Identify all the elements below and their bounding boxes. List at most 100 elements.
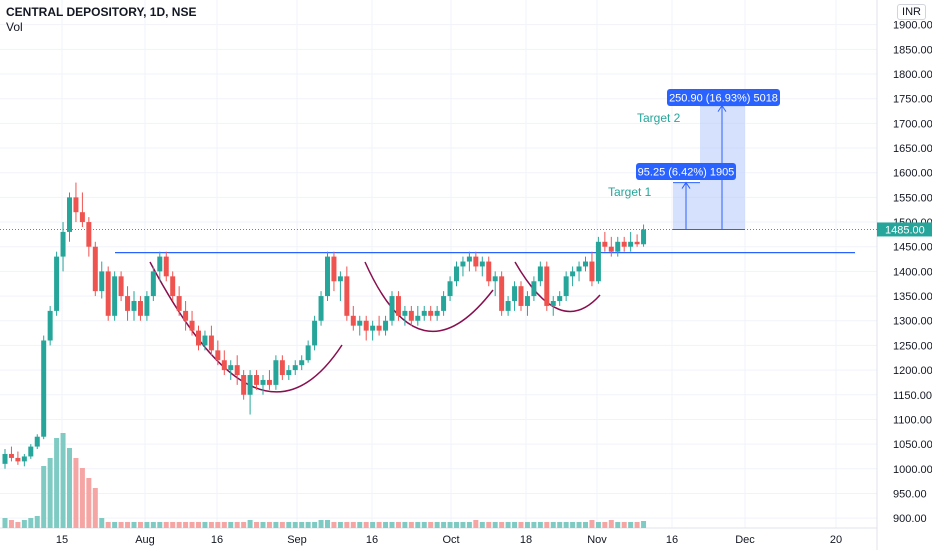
volume-bar bbox=[273, 522, 279, 528]
volume-bar bbox=[634, 522, 640, 528]
candle-body bbox=[60, 231, 66, 257]
candle-body bbox=[67, 197, 72, 232]
volume-bar bbox=[395, 522, 401, 528]
volume-bar bbox=[615, 522, 621, 528]
volume-bar bbox=[524, 522, 530, 528]
candle-body bbox=[383, 320, 389, 331]
volume-bar bbox=[86, 478, 92, 528]
candle-body bbox=[608, 246, 614, 252]
volume-bar bbox=[137, 522, 143, 528]
volume-bar bbox=[99, 518, 105, 528]
candle-body bbox=[434, 310, 440, 316]
candle-body bbox=[221, 360, 227, 371]
candle-body bbox=[641, 229, 647, 245]
volume-bar bbox=[563, 522, 569, 528]
volume-bar bbox=[54, 438, 60, 528]
volume-bar bbox=[492, 522, 498, 528]
candle-body bbox=[537, 266, 543, 282]
candle-body bbox=[260, 379, 266, 385]
candle-body bbox=[163, 256, 169, 277]
candle-body bbox=[466, 256, 472, 262]
target-label: Target 1 bbox=[608, 185, 652, 199]
volume-bar bbox=[621, 522, 627, 528]
candle-body bbox=[318, 296, 324, 321]
candle-body bbox=[576, 266, 582, 272]
candle-body bbox=[247, 375, 253, 395]
volume-bar bbox=[576, 522, 582, 528]
candle-body bbox=[254, 375, 260, 385]
volume-bar bbox=[260, 522, 266, 528]
price-tick-label: 1650.00 bbox=[893, 143, 932, 155]
candle-body bbox=[21, 456, 27, 462]
volume-bar bbox=[60, 433, 66, 528]
volume-bar bbox=[41, 466, 47, 528]
candle-body bbox=[570, 271, 576, 277]
candle-body bbox=[479, 261, 485, 267]
candle-body bbox=[299, 360, 305, 366]
price-tick-label: 900.00 bbox=[893, 513, 927, 525]
volume-bar bbox=[241, 522, 247, 528]
volume-bar bbox=[118, 522, 124, 528]
volume-bar bbox=[628, 522, 634, 528]
price-tick-label: 1100.00 bbox=[893, 414, 932, 426]
volume-bar bbox=[389, 522, 395, 528]
time-tick-label: 20 bbox=[830, 534, 842, 546]
volume-bar bbox=[550, 522, 556, 528]
candle-body bbox=[531, 281, 537, 297]
volume-bar bbox=[157, 522, 163, 528]
candle-body bbox=[357, 320, 363, 326]
price-tick-label: 1250.00 bbox=[893, 340, 932, 352]
volume-bar bbox=[215, 522, 221, 528]
candle-body bbox=[363, 320, 369, 331]
volume-bar bbox=[454, 522, 459, 528]
candle-body bbox=[583, 261, 588, 267]
time-tick-label: 16 bbox=[211, 534, 223, 546]
candle-body bbox=[28, 446, 34, 457]
volume-bar bbox=[299, 522, 305, 528]
volume-bar bbox=[473, 520, 479, 528]
candle-body bbox=[196, 330, 201, 346]
price-tick-label: 950.00 bbox=[893, 488, 927, 500]
last-price-label: 1485.00 bbox=[885, 224, 925, 236]
cup-pattern-curve bbox=[514, 261, 601, 313]
price-tick-label: 1050.00 bbox=[893, 439, 932, 451]
price-tick-label: 1850.00 bbox=[893, 44, 932, 56]
volume-bar bbox=[131, 522, 137, 528]
volume-bar bbox=[370, 522, 376, 528]
cup-pattern-curve bbox=[364, 261, 494, 332]
volume-bar bbox=[79, 468, 85, 528]
candle-body bbox=[589, 261, 595, 282]
target-change-badge bbox=[667, 89, 780, 106]
candle-body bbox=[2, 453, 8, 464]
volume-bar bbox=[589, 520, 595, 528]
candle-body bbox=[505, 301, 511, 311]
volume-bar bbox=[383, 522, 389, 528]
candle-body bbox=[157, 256, 163, 272]
volume-bar bbox=[499, 522, 505, 528]
volume-bar bbox=[254, 522, 260, 528]
volume-bar bbox=[163, 522, 169, 528]
volume-bar bbox=[92, 488, 98, 528]
volume-bar bbox=[279, 522, 285, 528]
candle-body bbox=[389, 296, 395, 321]
candle-body bbox=[634, 241, 640, 245]
candle-body bbox=[370, 325, 376, 331]
candle-body bbox=[292, 365, 298, 371]
time-tick-label: Oct bbox=[442, 534, 459, 546]
candle-body bbox=[331, 256, 337, 282]
volume-bar bbox=[318, 520, 324, 528]
volume-bar bbox=[170, 522, 176, 528]
volume-bar bbox=[357, 522, 363, 528]
candle-body bbox=[421, 310, 427, 316]
candle-body bbox=[47, 310, 53, 341]
time-tick-label: Sep bbox=[287, 534, 307, 546]
volume-bar bbox=[312, 522, 318, 528]
volume-bar bbox=[292, 522, 298, 528]
volume-bar bbox=[189, 522, 195, 528]
time-tick-label: Dec bbox=[735, 534, 755, 546]
volume-bar bbox=[247, 520, 253, 528]
volume-bar bbox=[150, 522, 156, 528]
volume-bar bbox=[518, 522, 524, 528]
currency-badge[interactable]: INR bbox=[897, 4, 926, 20]
